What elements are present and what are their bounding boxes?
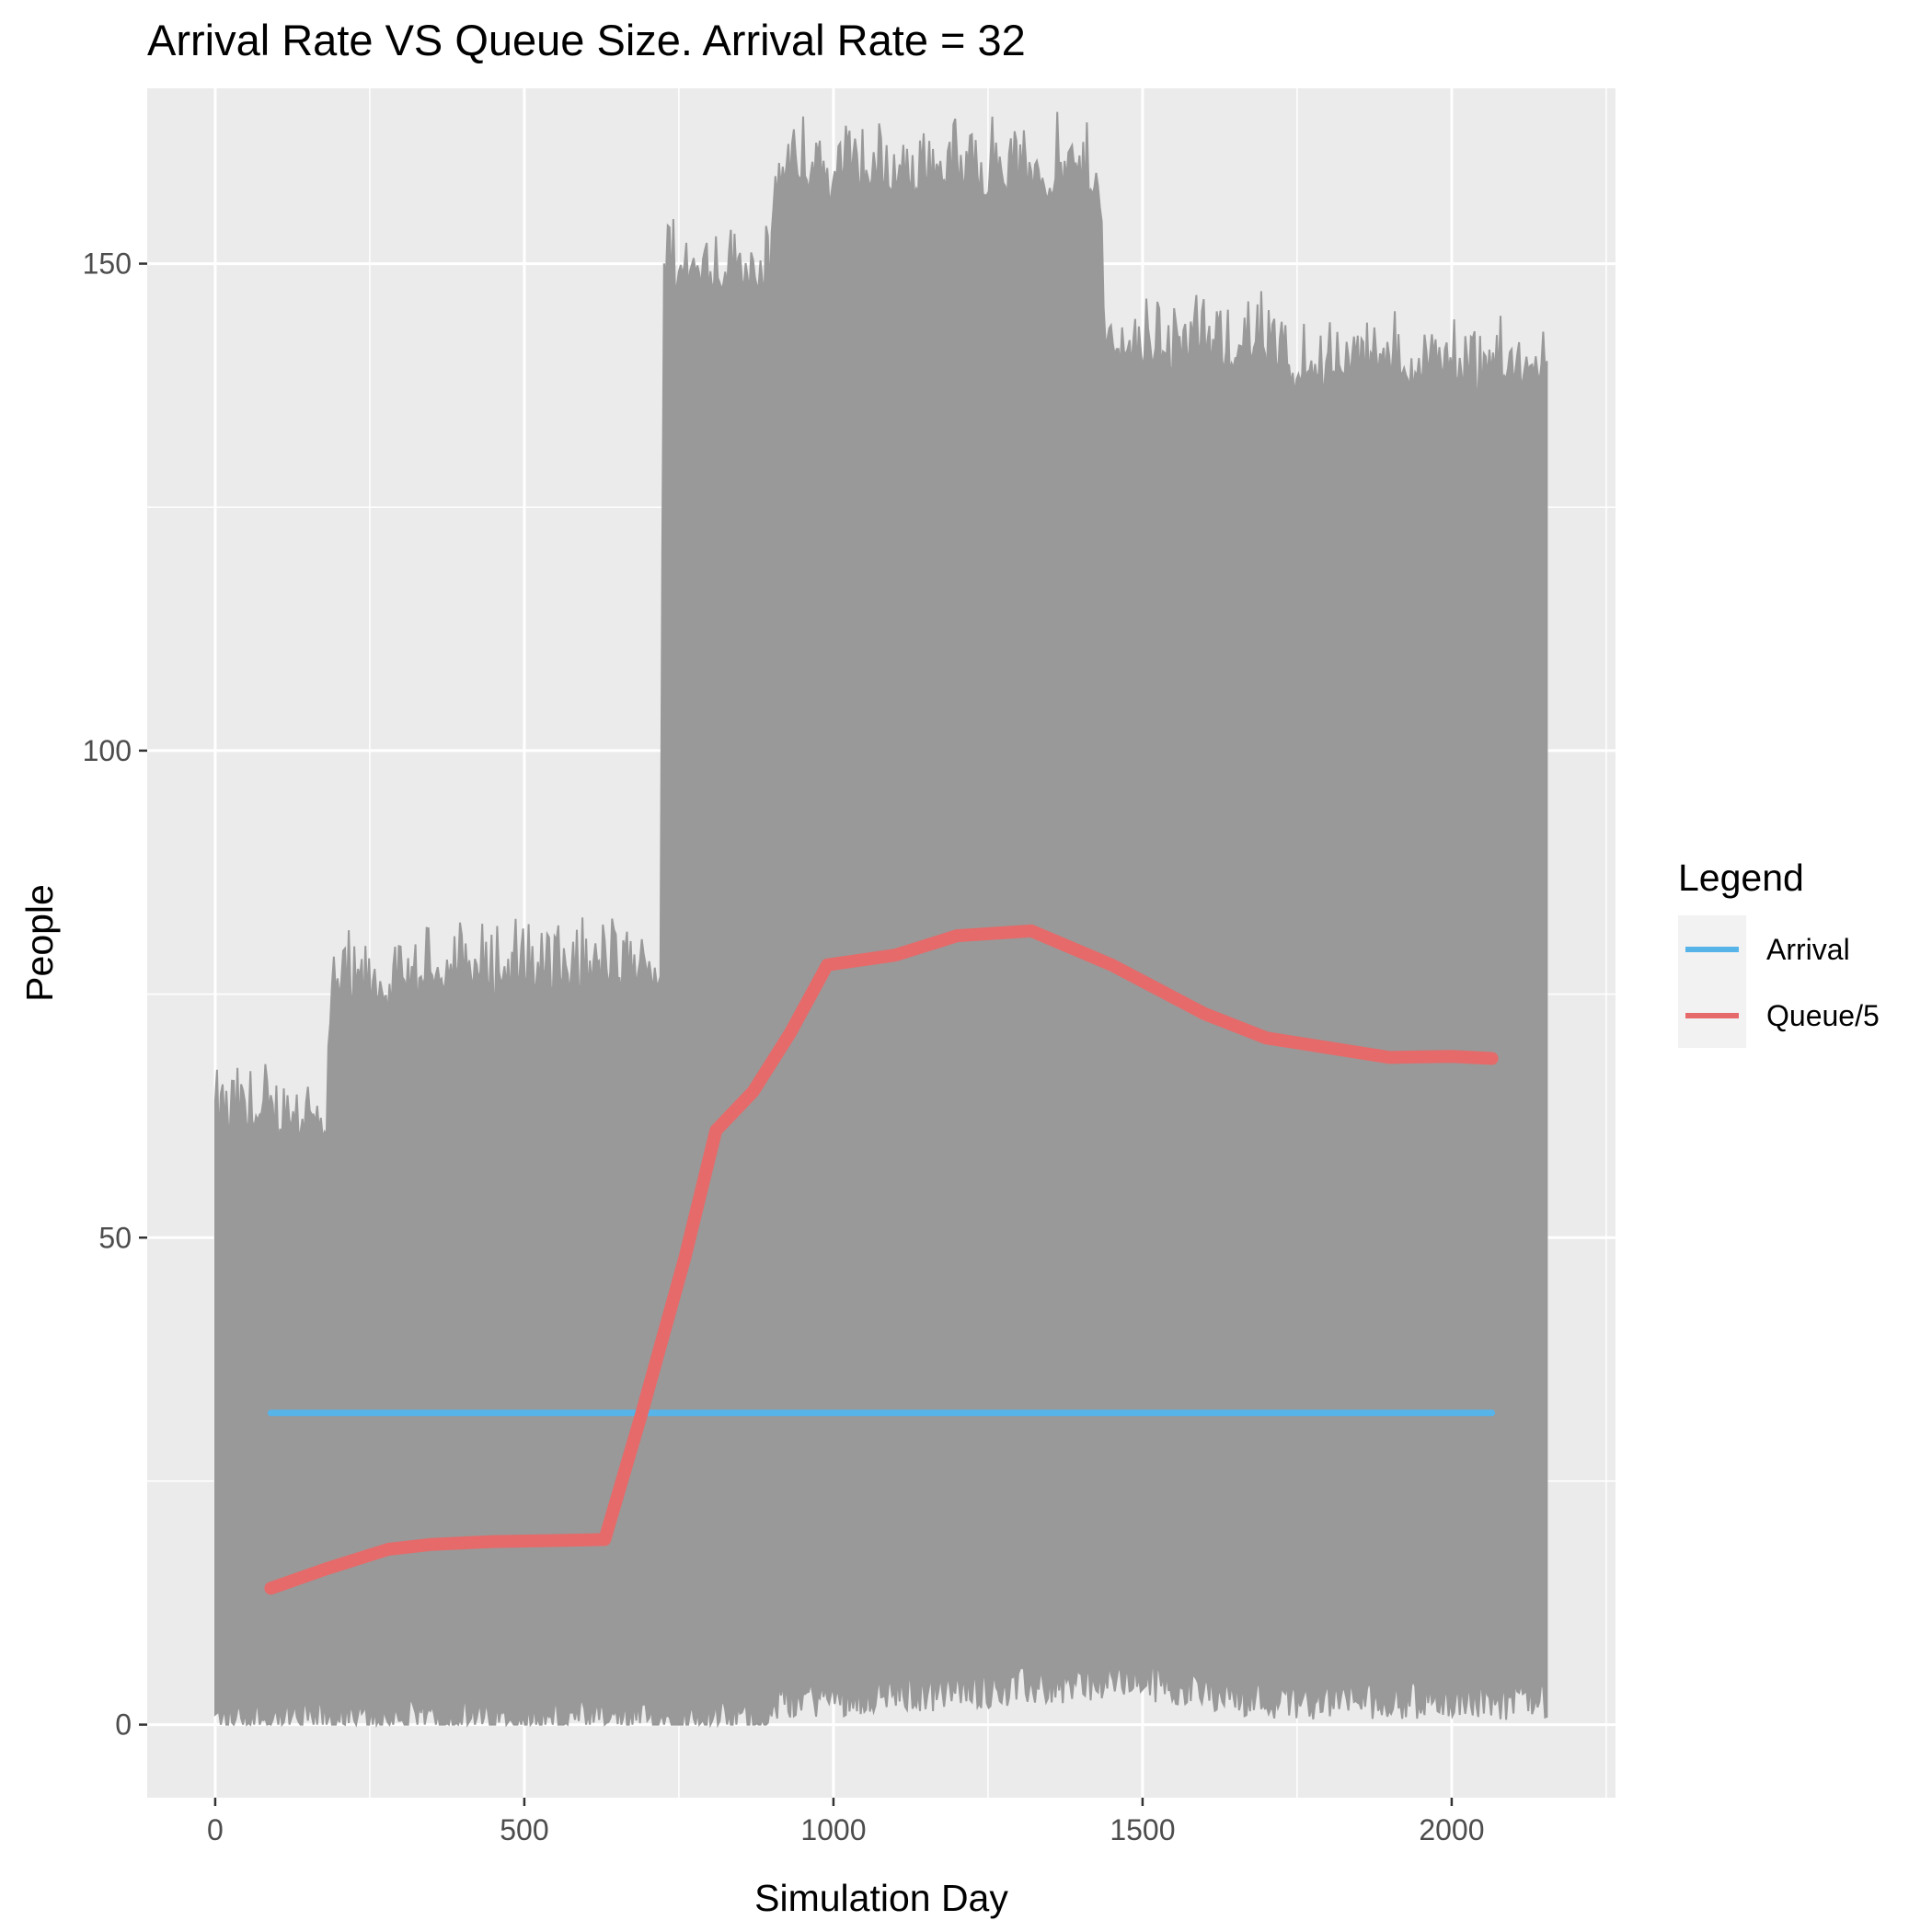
y-tick-label: 0 [115,1708,132,1742]
y-axis: 0 50 100 150 [83,247,147,1742]
chart-title: Arrival Rate VS Queue Size. Arrival Rate… [147,16,1026,64]
x-tick-label: 500 [500,1813,548,1846]
x-tick-label: 2000 [1419,1813,1484,1846]
x-tick-label: 1000 [800,1813,866,1846]
x-axis-title: Simulation Day [754,1877,1008,1919]
legend-label-queue: Queue/5 [1766,999,1880,1032]
x-tick-label: 0 [207,1813,224,1846]
y-axis-title: People [18,884,61,1002]
legend-title: Legend [1678,857,1804,899]
legend-label-arrival: Arrival [1766,933,1850,966]
legend-key-background [1678,915,1746,1048]
legend: Legend Arrival Queue/5 [1678,857,1880,1048]
x-axis: 0 500 1000 1500 2000 [207,1798,1484,1846]
x-tick-label: 1500 [1110,1813,1175,1846]
y-tick-label: 100 [83,734,132,767]
y-tick-label: 150 [83,247,132,281]
y-tick-label: 50 [98,1221,132,1254]
